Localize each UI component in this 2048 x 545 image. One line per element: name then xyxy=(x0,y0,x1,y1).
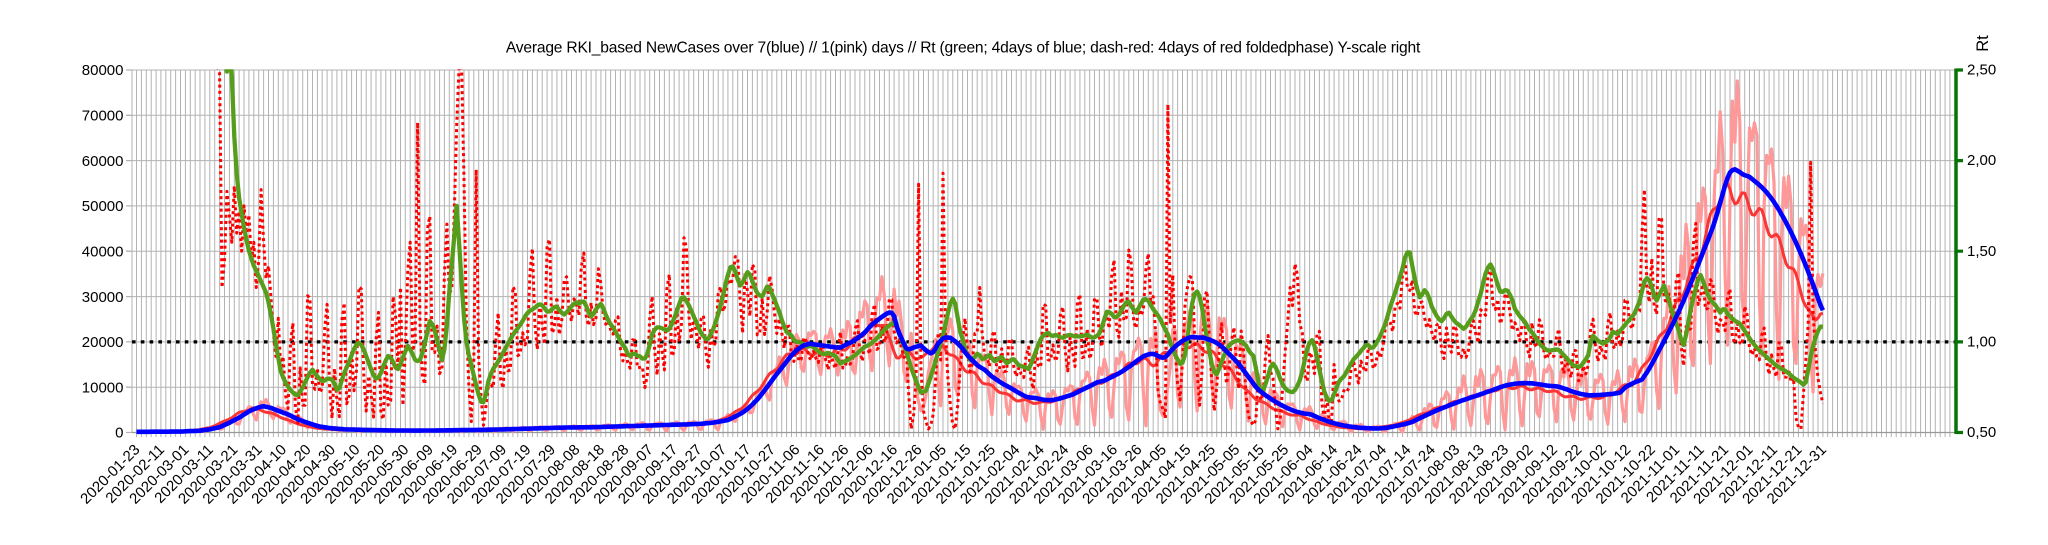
svg-text:Rt: Rt xyxy=(1974,35,1992,52)
svg-text:10000: 10000 xyxy=(82,379,124,396)
svg-text:1,50: 1,50 xyxy=(1967,243,1996,260)
svg-text:20000: 20000 xyxy=(82,334,124,351)
svg-text:0,50: 0,50 xyxy=(1967,424,1996,441)
svg-text:0: 0 xyxy=(115,425,123,442)
svg-text:50000: 50000 xyxy=(82,198,124,215)
svg-text:1,00: 1,00 xyxy=(1967,334,1996,351)
svg-text:2,00: 2,00 xyxy=(1967,152,1996,169)
svg-text:30000: 30000 xyxy=(82,289,124,306)
svg-text:Average RKI_based NewCases ove: Average RKI_based NewCases over 7(blue) … xyxy=(506,40,1421,57)
svg-text:80000: 80000 xyxy=(82,62,124,79)
svg-text:70000: 70000 xyxy=(82,108,124,125)
svg-text:60000: 60000 xyxy=(82,153,124,170)
svg-text:40000: 40000 xyxy=(82,243,124,260)
svg-text:2,50: 2,50 xyxy=(1967,62,1996,79)
